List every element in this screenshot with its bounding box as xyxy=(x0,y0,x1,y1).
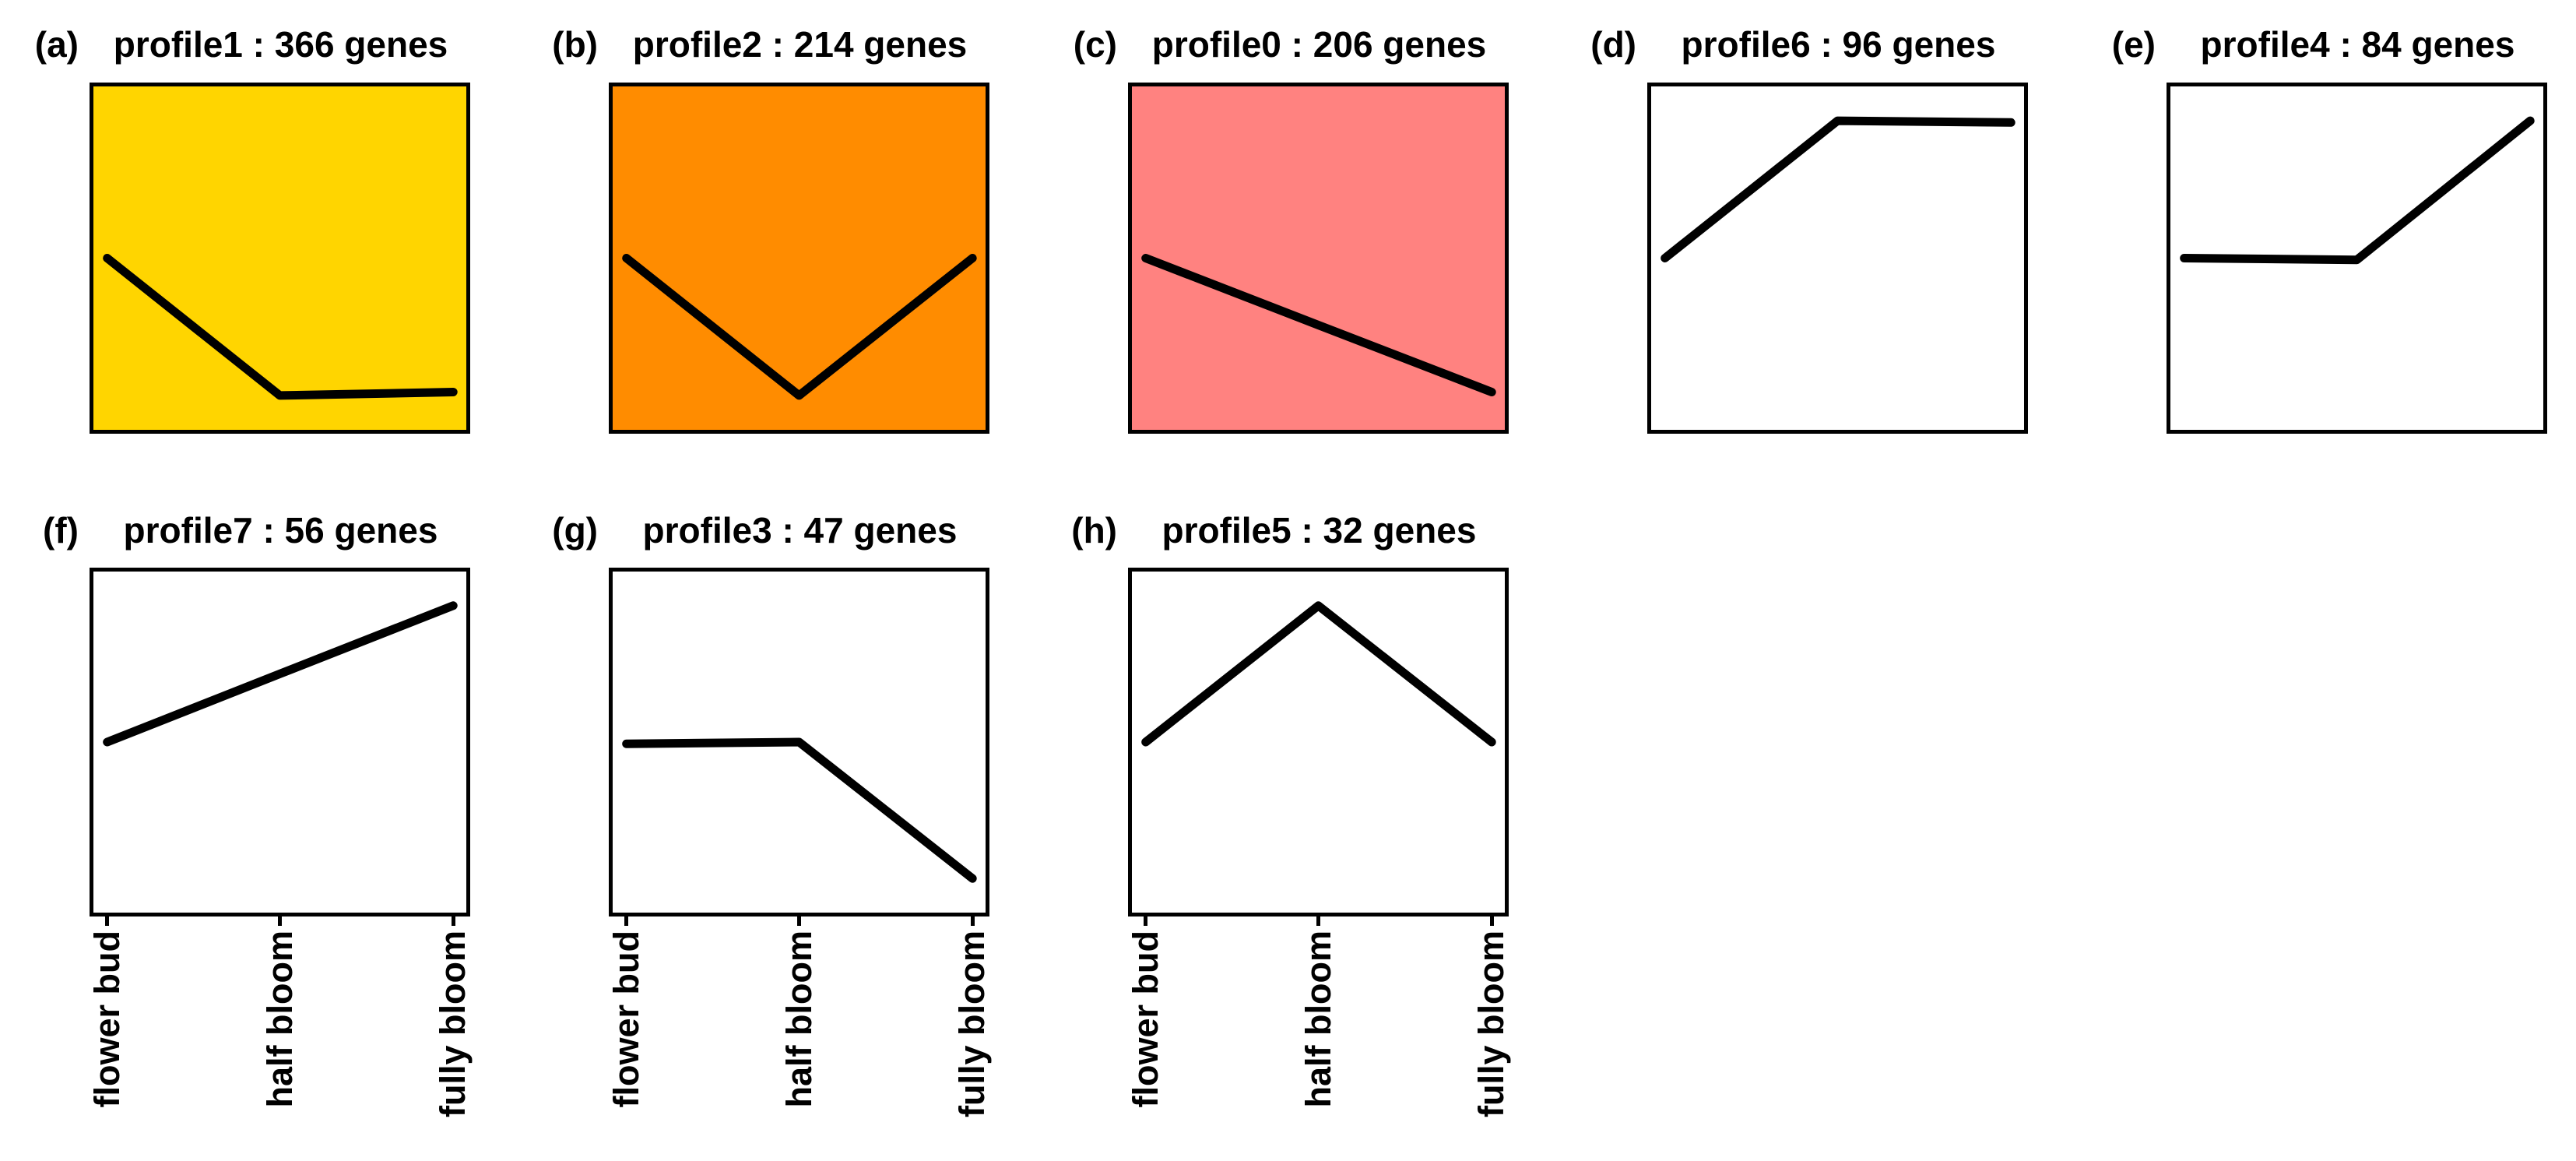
x-axis-tick xyxy=(451,916,455,926)
profile-trend-line xyxy=(1661,116,2015,262)
profile-trend-line xyxy=(2180,116,2535,265)
x-axis-tick xyxy=(105,916,110,926)
plot-area xyxy=(609,568,989,926)
x-axis-tick xyxy=(624,916,629,926)
plot-area xyxy=(1128,568,1509,926)
plot-area xyxy=(90,568,470,926)
x-axis-tick-label: fully bloom xyxy=(1471,931,1512,1117)
panel-label: (c) xyxy=(1073,24,1117,65)
x-axis-tick-label: half bloom xyxy=(778,931,819,1108)
x-axis-tick-label: flower bud xyxy=(1125,931,1165,1108)
panel-header: (c) profile0 : 206 genes xyxy=(1042,23,1509,65)
x-axis-tick xyxy=(1144,916,1148,926)
panel-title: profile7 : 56 genes xyxy=(123,510,438,551)
panel-title: profile0 : 206 genes xyxy=(1151,24,1487,65)
panel-header: (d) profile6 : 96 genes xyxy=(1562,23,2028,65)
profile-trend-line xyxy=(1141,601,1496,747)
panel-label: (h) xyxy=(1071,510,1117,551)
profile-trend-line xyxy=(622,254,977,400)
x-axis-tick xyxy=(278,916,282,926)
panel-header: (g) profile3 : 47 genes xyxy=(523,509,989,551)
panel-header: (f) profile7 : 56 genes xyxy=(4,509,470,551)
panel-label: (f) xyxy=(43,510,79,551)
profile-line-chart xyxy=(103,254,458,400)
x-axis-tick-label: fully bloom xyxy=(433,931,473,1117)
panel-header: (b) profile2 : 214 genes xyxy=(523,23,989,65)
panel-label: (g) xyxy=(552,510,598,551)
profile-line-chart xyxy=(1141,254,1496,396)
profile-trend-line xyxy=(103,254,458,400)
x-axis-tick-label: half bloom xyxy=(259,931,300,1108)
plot-area xyxy=(1128,83,1509,434)
plot-area xyxy=(2167,83,2547,434)
panel-label: (d) xyxy=(1590,24,1636,65)
panel-title: profile6 : 96 genes xyxy=(1681,24,1996,65)
profile-trend-line xyxy=(622,737,977,883)
profile-line-chart xyxy=(622,737,977,883)
plot-area xyxy=(1647,83,2028,434)
profile-line-chart xyxy=(103,601,458,747)
x-axis-tick xyxy=(1489,916,1494,926)
panel-header: (e) profile4 : 84 genes xyxy=(2081,23,2547,65)
profile-line-chart xyxy=(2180,116,2535,265)
x-axis-tick-label: flower bud xyxy=(86,931,127,1108)
plot-area xyxy=(609,83,989,434)
panel-title: profile3 : 47 genes xyxy=(642,510,958,551)
panel-label: (a) xyxy=(34,24,79,65)
panel-title: profile1 : 366 genes xyxy=(113,24,448,65)
x-axis-tick xyxy=(970,916,975,926)
profile-line-chart xyxy=(1141,601,1496,747)
x-axis-tick-label: flower bud xyxy=(606,931,646,1108)
panel-label: (b) xyxy=(552,24,598,65)
x-axis-tick-label: fully bloom xyxy=(952,931,993,1117)
panel-title: profile4 : 84 genes xyxy=(2200,24,2515,65)
panel-label: (e) xyxy=(2111,24,2156,65)
profile-trend-line xyxy=(103,601,458,747)
profile-line-chart xyxy=(1661,116,2015,262)
x-axis-tick-label: half bloom xyxy=(1298,931,1338,1108)
panel-title: profile2 : 214 genes xyxy=(632,24,968,65)
profile-line-chart xyxy=(622,254,977,400)
panel-header: (h) profile5 : 32 genes xyxy=(1042,509,1509,551)
panel-title: profile5 : 32 genes xyxy=(1161,510,1477,551)
profile-trend-line xyxy=(1141,254,1496,396)
plot-area xyxy=(90,83,470,434)
x-axis-tick xyxy=(1316,916,1320,926)
panel-header: (a) profile1 : 366 genes xyxy=(4,23,470,65)
x-axis-tick xyxy=(797,916,801,926)
